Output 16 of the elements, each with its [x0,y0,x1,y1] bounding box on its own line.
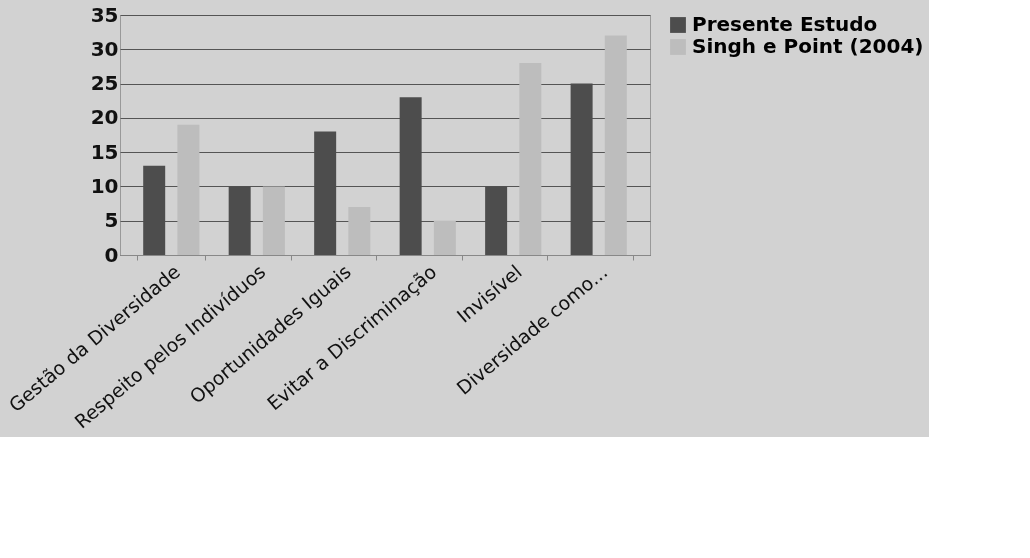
y-tick-label: 0 [104,242,119,267]
bar [604,35,627,255]
bar [519,63,542,255]
y-tick-label: 25 [90,71,119,96]
y-tick-label: 10 [90,173,119,198]
legend-label: Presente Estudo [692,12,878,36]
bar [262,186,285,255]
y-tick-label: 15 [90,139,119,164]
bar [177,124,200,255]
bar [433,220,456,255]
y-tick-label: 20 [90,105,119,130]
y-tick-label: 5 [104,208,119,233]
y-tick-label: 35 [90,2,119,27]
y-tick-label: 30 [90,36,119,61]
bar [348,207,371,255]
legend-label: Singh e Point (2004) [692,34,924,58]
